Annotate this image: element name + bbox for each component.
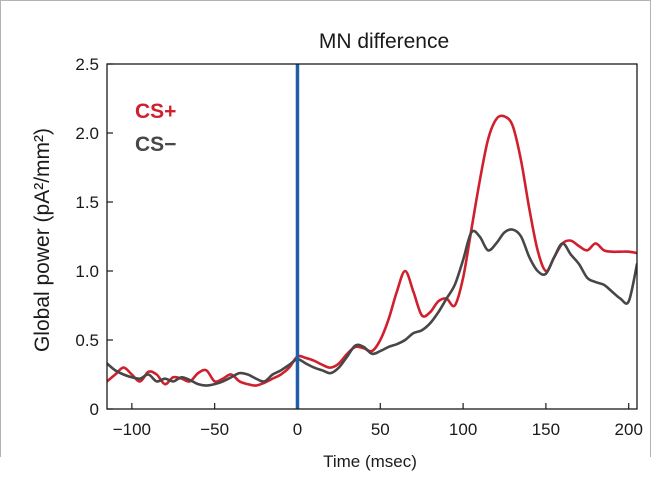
- cs-minus-line: [107, 228, 637, 387]
- figure-frame: [0, 0, 651, 457]
- y-tick-label: 0.5: [75, 331, 99, 350]
- legend-cs-plus: CS+: [135, 100, 176, 123]
- x-tick-label: −50: [200, 420, 229, 439]
- y-tick-label: 1.5: [75, 193, 99, 212]
- y-tick-label: 0: [90, 400, 99, 419]
- y-axis-label: Global power (pA²/mm²): [31, 128, 54, 352]
- x-tick-label: 200: [615, 420, 643, 439]
- x-tick-label: 150: [532, 420, 560, 439]
- x-tick-label: 100: [449, 420, 477, 439]
- x-tick-label: 0: [293, 420, 302, 439]
- x-axis-label: Time (msec): [323, 452, 417, 471]
- x-tick-label: 50: [371, 420, 390, 439]
- plot-border: [106, 63, 638, 410]
- chart-title: MN difference: [319, 30, 449, 53]
- legend-cs-minus: CS−: [135, 133, 176, 156]
- y-tick-label: 1.0: [75, 262, 99, 281]
- y-tick-label: 2.0: [75, 124, 99, 143]
- y-tick-label: 2.5: [75, 55, 99, 74]
- x-tick-label: −100: [113, 420, 151, 439]
